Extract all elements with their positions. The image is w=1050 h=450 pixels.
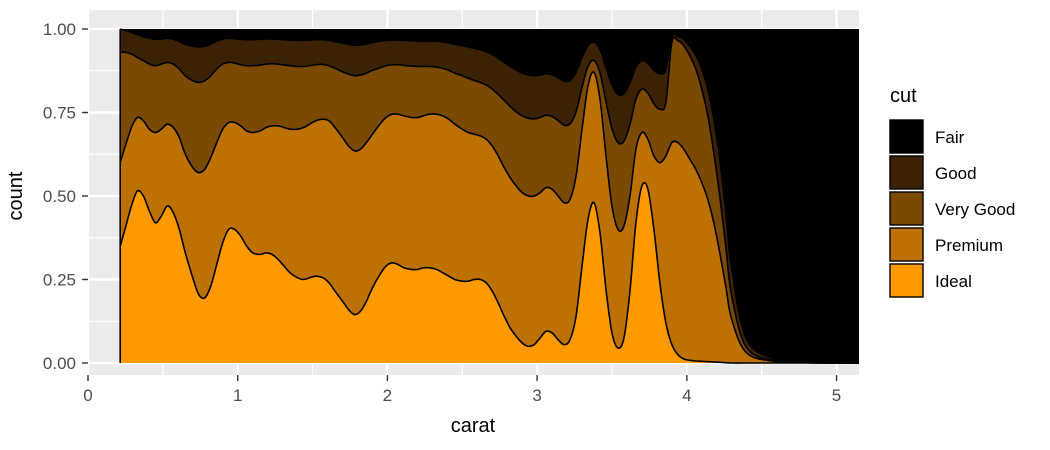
legend-label: Ideal	[935, 272, 972, 291]
y-tick-label: 0.50	[43, 187, 76, 206]
y-tick-label: 0.25	[43, 271, 76, 290]
legend-item-good[interactable]: Good	[889, 155, 977, 190]
legend: cut Fair Good Very Good Premium Ideal	[889, 85, 1015, 298]
y-tick-label: 0.00	[43, 354, 76, 373]
y-axis-tick-labels: 0.00 0.25 0.50 0.75 1.00	[43, 20, 76, 373]
stacked-area-series	[120, 29, 859, 364]
legend-swatch[interactable]	[889, 263, 924, 298]
x-axis-title: carat	[451, 415, 496, 437]
legend-swatch[interactable]	[889, 119, 924, 154]
x-axis-ticks	[87, 375, 838, 381]
legend-item-ideal[interactable]: Ideal	[889, 263, 972, 298]
outline-ideal	[119, 181, 859, 364]
x-tick-label: 0	[83, 386, 92, 405]
legend-swatch[interactable]	[889, 191, 924, 226]
y-tick-label: 0.75	[43, 104, 76, 123]
x-tick-label: 5	[832, 386, 841, 405]
outline-good	[119, 28, 860, 364]
legend-swatch[interactable]	[889, 155, 924, 190]
y-axis-title: count	[5, 171, 27, 220]
legend-label: Fair	[935, 128, 965, 147]
stacked-area-outlines	[119, 28, 860, 364]
x-tick-label: 2	[383, 386, 392, 405]
x-tick-label: 1	[233, 386, 242, 405]
y-tick-label: 1.00	[43, 20, 76, 39]
legend-entries: Fair Good Very Good Premium Ideal	[889, 119, 1015, 298]
area-ideal	[120, 182, 859, 364]
legend-label: Premium	[935, 236, 1003, 255]
legend-label: Good	[935, 164, 977, 183]
legend-item-premium[interactable]: Premium	[889, 227, 1003, 262]
x-tick-label: 3	[532, 386, 541, 405]
outline-very-good	[120, 36, 860, 364]
legend-title: cut	[890, 85, 917, 107]
x-tick-label: 4	[682, 386, 691, 405]
x-axis-tick-labels: 0 1 2 3 4 5	[83, 386, 841, 405]
legend-label: Very Good	[935, 200, 1015, 219]
legend-item-fair[interactable]: Fair	[889, 119, 965, 154]
y-axis-ticks	[82, 28, 88, 364]
outline-premium	[119, 71, 860, 364]
legend-item-very-good[interactable]: Very Good	[889, 191, 1015, 226]
legend-swatch[interactable]	[889, 227, 924, 262]
